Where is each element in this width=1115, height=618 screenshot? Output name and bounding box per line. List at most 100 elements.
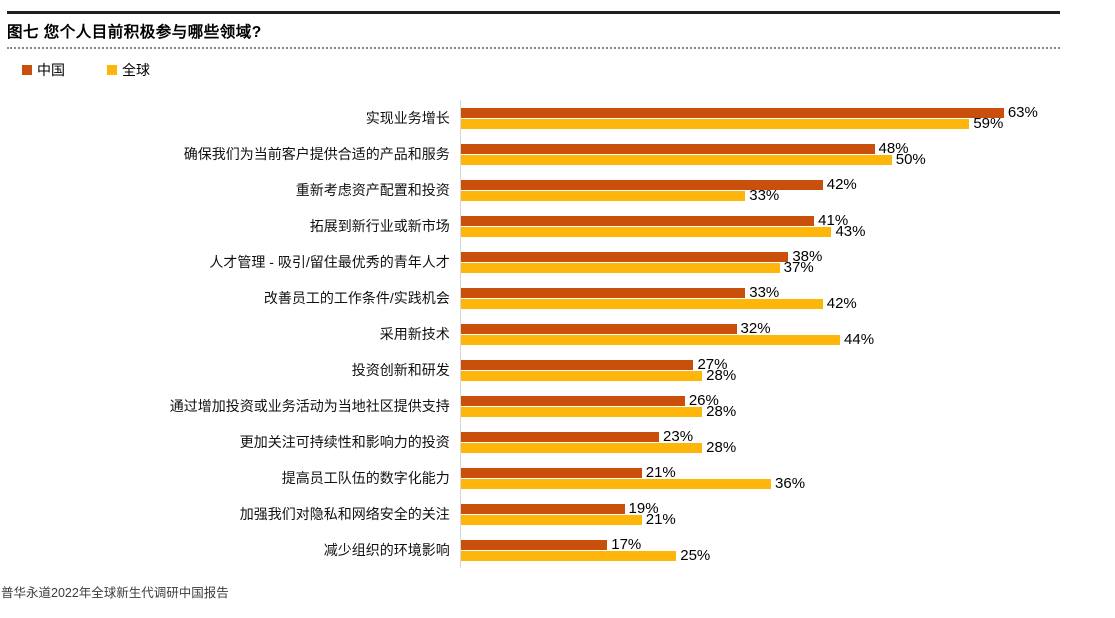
- china-bar-line: 23%: [460, 428, 1108, 445]
- china-bar: [460, 107, 1004, 118]
- china-bar-line: 42%: [460, 176, 1108, 193]
- global-bar-line: 43%: [460, 223, 1108, 240]
- chart-row: 减少组织的环境影响 17% 25%: [8, 532, 1108, 568]
- china-bar-line: 32%: [460, 320, 1108, 337]
- category-label: 人才管理 - 吸引/留住最优秀的青年人才: [209, 254, 450, 270]
- china-bar-line: 41%: [460, 212, 1108, 229]
- china-value-label: 41%: [818, 212, 849, 229]
- global-bar: [460, 478, 772, 489]
- global-bar: [460, 154, 892, 165]
- category-label: 拓展到新行业或新市场: [309, 218, 450, 234]
- global-value-label: 28%: [706, 403, 737, 420]
- china-value-label: 38%: [792, 248, 823, 265]
- global-value-label: 43%: [835, 223, 866, 240]
- category-label: 确保我们为当前客户提供合适的产品和服务: [183, 146, 450, 162]
- global-bar: [460, 226, 832, 237]
- category-label: 减少组织的环境影响: [323, 542, 450, 558]
- china-bar-line: 63%: [460, 104, 1108, 121]
- global-bar-line: 25%: [460, 547, 1108, 564]
- china-bar-line: 17%: [460, 536, 1108, 553]
- china-value-label: 17%: [611, 536, 642, 553]
- legend-item-china: 中国: [22, 60, 65, 80]
- category-label: 重新考虑资产配置和投资: [295, 182, 450, 198]
- china-bar: [460, 503, 625, 514]
- chart-row: 采用新技术 32% 44%: [8, 316, 1108, 352]
- global-value-label: 42%: [826, 295, 857, 312]
- china-bar: [460, 143, 875, 154]
- category-bars: 42% 33%: [459, 172, 1108, 208]
- global-bar-line: 44%: [460, 331, 1108, 348]
- china-bar: [460, 539, 608, 550]
- category-bars: 23% 28%: [459, 424, 1108, 460]
- chart-row: 人才管理 - 吸引/留住最优秀的青年人才 38% 37%: [8, 244, 1108, 280]
- title-separator: [7, 47, 1060, 49]
- china-bar-line: 21%: [460, 464, 1108, 481]
- chart-legend: 中国 全球: [22, 60, 150, 80]
- china-bar-line: 27%: [460, 356, 1108, 373]
- chart-row: 拓展到新行业或新市场 41% 43%: [8, 208, 1108, 244]
- chart-row: 提高员工队伍的数字化能力 21% 36%: [8, 460, 1108, 496]
- global-bar: [460, 514, 642, 525]
- category-bars: 32% 44%: [459, 316, 1108, 352]
- global-bar: [460, 442, 703, 453]
- category-label: 投资创新和研发: [351, 362, 450, 378]
- chart-row: 确保我们为当前客户提供合适的产品和服务 48% 50%: [8, 136, 1108, 172]
- global-value-label: 28%: [706, 439, 737, 456]
- china-value-label: 26%: [688, 392, 719, 409]
- global-value-label: 28%: [706, 367, 737, 384]
- source-note: 普华永道2022年全球新生代调研中国报告: [1, 586, 229, 600]
- global-bar: [460, 406, 703, 417]
- global-value-label: 59%: [973, 115, 1004, 132]
- china-bar: [460, 215, 815, 226]
- category-bars: 21% 36%: [459, 460, 1108, 496]
- figure-title: 图七 您个人目前积极参与哪些领域?: [7, 24, 262, 41]
- china-value-label: 33%: [749, 284, 780, 301]
- china-value-label: 32%: [740, 320, 771, 337]
- china-value-label: 42%: [826, 176, 857, 193]
- global-bar-line: 59%: [460, 115, 1108, 132]
- category-bars: 19% 21%: [459, 496, 1108, 532]
- china-bar: [460, 251, 789, 262]
- legend-item-global: 全球: [107, 60, 150, 80]
- china-bar: [460, 395, 685, 406]
- title-top-rule: [7, 11, 1060, 14]
- china-swatch-icon: [22, 65, 32, 75]
- category-label: 提高员工队伍的数字化能力: [281, 470, 450, 486]
- chart-row: 改善员工的工作条件/实践机会 33% 42%: [8, 280, 1108, 316]
- global-value-label: 36%: [775, 475, 806, 492]
- category-bars: 26% 28%: [459, 388, 1108, 424]
- chart-row: 通过增加投资或业务活动为当地社区提供支持 26% 28%: [8, 388, 1108, 424]
- global-bar-line: 36%: [460, 475, 1108, 492]
- china-bar-line: 48%: [460, 140, 1108, 157]
- china-value-label: 21%: [645, 464, 676, 481]
- category-bars: 33% 42%: [459, 280, 1108, 316]
- global-bar: [460, 370, 703, 381]
- global-bar: [460, 118, 970, 129]
- global-bar: [460, 550, 677, 561]
- china-value-label: 19%: [628, 500, 659, 517]
- category-bars: 63% 59%: [459, 100, 1108, 136]
- china-value-label: 27%: [697, 356, 728, 373]
- category-bars: 38% 37%: [459, 244, 1108, 280]
- global-bar: [460, 334, 841, 345]
- global-bar-line: 33%: [460, 187, 1108, 204]
- china-bar-line: 38%: [460, 248, 1108, 265]
- global-bar: [460, 262, 780, 273]
- global-value-label: 21%: [645, 511, 676, 528]
- global-value-label: 50%: [895, 151, 926, 168]
- china-bar-line: 26%: [460, 392, 1108, 409]
- bar-chart: 实现业务增长 63% 59% 确保我们为当前客户提供合适的产品和服务 48% 5…: [8, 100, 1108, 568]
- chart-row: 投资创新和研发 27% 28%: [8, 352, 1108, 388]
- global-bar: [460, 298, 823, 309]
- legend-label-global: 全球: [122, 62, 150, 78]
- global-bar-line: 37%: [460, 259, 1108, 276]
- china-value-label: 48%: [878, 140, 909, 157]
- category-label: 通过增加投资或业务活动为当地社区提供支持: [169, 398, 450, 414]
- china-bar: [460, 467, 642, 478]
- china-bar: [460, 359, 694, 370]
- global-bar-line: 50%: [460, 151, 1108, 168]
- china-bar-line: 19%: [460, 500, 1108, 517]
- chart-row: 更加关注可持续性和影响力的投资 23% 28%: [8, 424, 1108, 460]
- china-bar: [460, 287, 746, 298]
